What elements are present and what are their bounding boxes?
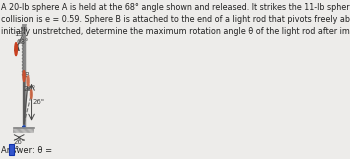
Polygon shape bbox=[23, 126, 25, 127]
FancyBboxPatch shape bbox=[9, 144, 14, 155]
Text: A: A bbox=[14, 44, 20, 53]
Text: 26°: 26° bbox=[23, 86, 36, 92]
Text: Answer: θ =: Answer: θ = bbox=[1, 146, 52, 155]
Text: 68°: 68° bbox=[16, 39, 29, 45]
Text: A 20-lb sphere A is held at the 68° angle shown and released. It strikes the 11-: A 20-lb sphere A is held at the 68° angl… bbox=[1, 3, 350, 36]
Circle shape bbox=[27, 76, 29, 86]
Text: 26": 26" bbox=[32, 99, 44, 105]
Text: 19": 19" bbox=[14, 31, 26, 37]
Circle shape bbox=[23, 71, 25, 81]
Text: °: ° bbox=[14, 146, 19, 155]
Circle shape bbox=[30, 90, 32, 99]
Text: B: B bbox=[25, 72, 30, 78]
Text: 26": 26" bbox=[13, 139, 25, 145]
Circle shape bbox=[15, 43, 17, 55]
